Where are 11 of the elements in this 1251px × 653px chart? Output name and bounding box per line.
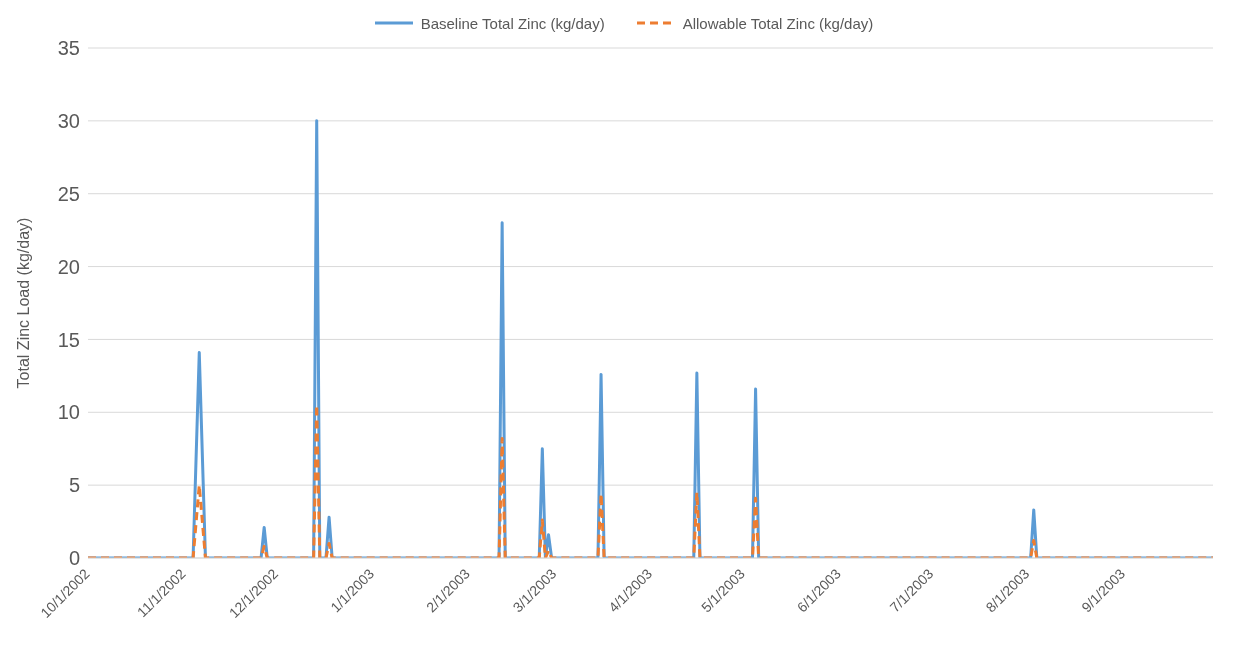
- legend-label: Allowable Total Zinc (kg/day): [682, 14, 874, 32]
- y-tick-label: 30: [57, 109, 80, 132]
- y-tick-label: 5: [68, 474, 80, 497]
- y-tick-label: 35: [57, 37, 80, 60]
- legend-label: Baseline Total Zinc (kg/day): [420, 14, 605, 32]
- y-tick-label: 15: [57, 328, 80, 351]
- y-tick-label: 20: [57, 255, 80, 278]
- y-tick-label: 0: [68, 547, 80, 570]
- y-axis-title: Total Zinc Load (kg/day): [14, 217, 32, 389]
- y-tick-label: 25: [57, 182, 80, 205]
- y-tick-label: 10: [57, 401, 80, 424]
